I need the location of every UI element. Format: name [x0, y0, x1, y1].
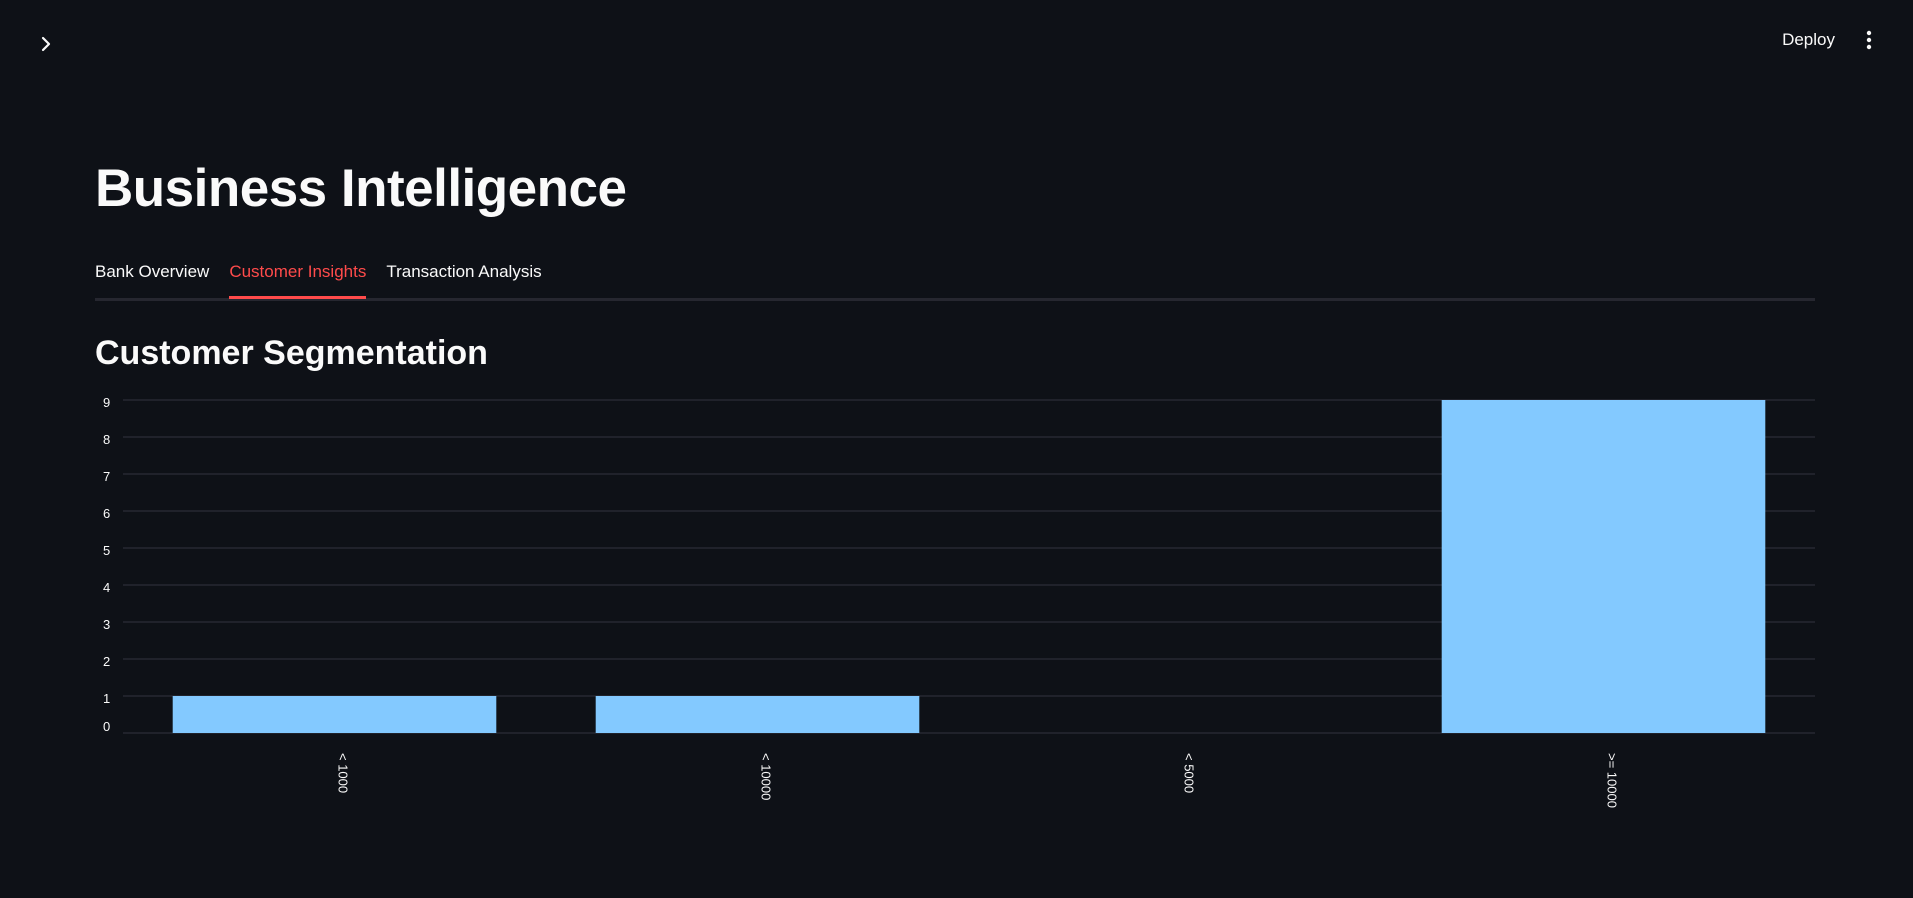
y-tick-label: 3 [103, 617, 110, 632]
x-tick-label: < 10000 [759, 753, 774, 800]
bar [1441, 400, 1766, 733]
bar [172, 696, 497, 733]
y-tick-label: 8 [103, 432, 110, 447]
main-menu-button[interactable] [1859, 26, 1879, 54]
header-toolbar: Deploy [1780, 26, 1879, 54]
customer-segmentation-chart: 0 1 2 3 4 5 6 7 8 9 < 1000 < 10000 < 5000 >= 10000 [103, 395, 1815, 808]
deploy-button[interactable]: Deploy [1782, 30, 1835, 49]
y-tick-label: 1 [103, 691, 110, 706]
x-tick-label: >= 10000 [1605, 753, 1620, 808]
y-tick-label: 4 [103, 580, 110, 595]
tab-transaction-analysis[interactable]: Transaction Analysis [386, 262, 542, 281]
tab-customer-insights[interactable]: Customer Insights [229, 256, 367, 299]
tab-bar: Bank Overview Customer Insights Transact… [95, 256, 1815, 301]
y-tick-label: 2 [103, 654, 110, 669]
y-tick-label: 0 [103, 719, 110, 734]
bar [595, 696, 920, 733]
y-tick-label: 5 [103, 543, 110, 558]
sidebar-toggle-button[interactable] [32, 30, 60, 58]
vertical-ellipsis-icon [1866, 30, 1872, 50]
chevron-right-icon [41, 36, 51, 52]
section-title: Customer Segmentation [95, 334, 488, 372]
x-tick-label: < 1000 [336, 753, 351, 793]
x-tick-label: < 5000 [1182, 753, 1197, 793]
y-tick-label: 9 [103, 395, 110, 410]
y-tick-label: 7 [103, 469, 110, 484]
y-tick-label: 6 [103, 506, 110, 521]
page-title: Business Intelligence [95, 159, 627, 218]
tab-bank-overview[interactable]: Bank Overview [95, 262, 210, 281]
